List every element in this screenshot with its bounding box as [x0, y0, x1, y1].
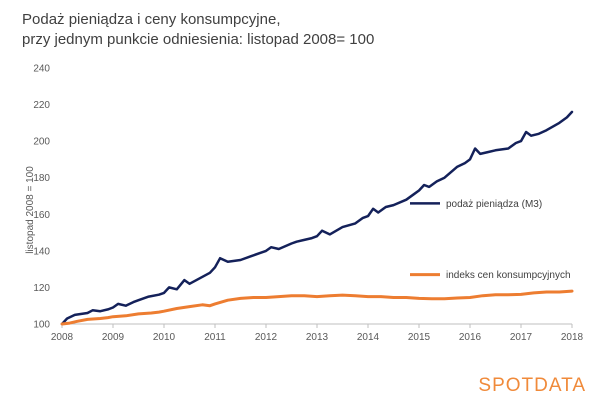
- y-tick-label: 120: [33, 283, 50, 294]
- y-tick-label: 140: [33, 246, 50, 257]
- y-tick-label: 200: [33, 137, 50, 148]
- x-tick-label: 2010: [153, 332, 176, 343]
- legend-m3-label: podaż pieniądza (M3): [446, 199, 542, 210]
- m3-series-line: [60, 110, 574, 326]
- y-axis-label: listopad 2008 = 100: [25, 166, 36, 254]
- y-tick-label: 100: [33, 320, 50, 331]
- spotdata-logo: SPOTDATA: [478, 375, 586, 396]
- legend-cpi-label: indeks cen konsumpcyjnych: [446, 270, 571, 281]
- x-tick-label: 2015: [408, 332, 431, 343]
- chart-title-line-1: Podaż pieniądza i ceny konsumpcyjne,: [22, 11, 281, 28]
- x-tick-label: 2014: [357, 332, 380, 343]
- x-axis-ticks: 2008 2009 2010 2011 2012 2013 2014 2015 2016 2017…: [51, 324, 584, 343]
- x-tick-label: 2012: [255, 332, 278, 343]
- y-tick-label: 240: [33, 64, 50, 75]
- x-tick-label: 2013: [306, 332, 329, 343]
- x-tick-label: 2009: [102, 332, 125, 343]
- y-tick-label: 220: [33, 100, 50, 111]
- x-tick-label: 2018: [561, 332, 584, 343]
- x-tick-label: 2017: [510, 332, 533, 343]
- series-layer: [60, 110, 574, 326]
- y-tick-label: 180: [33, 173, 50, 184]
- cpi-series-line: [60, 289, 574, 326]
- chart-title: Podaż pieniądza i ceny konsumpcyjne, prz…: [22, 10, 374, 50]
- y-tick-label: 160: [33, 210, 50, 221]
- x-tick-label: 2016: [459, 332, 482, 343]
- x-tick-label: 2008: [51, 332, 74, 343]
- legend: podaż pieniądza (M3) indeks cen konsumpcy…: [410, 199, 571, 281]
- chart-title-line-2: przy jednym punkcie odniesienia: listopa…: [22, 31, 375, 48]
- y-axis-ticks: 100 120 140 160 180 200 220 240: [33, 64, 50, 331]
- x-tick-label: 2011: [204, 332, 226, 343]
